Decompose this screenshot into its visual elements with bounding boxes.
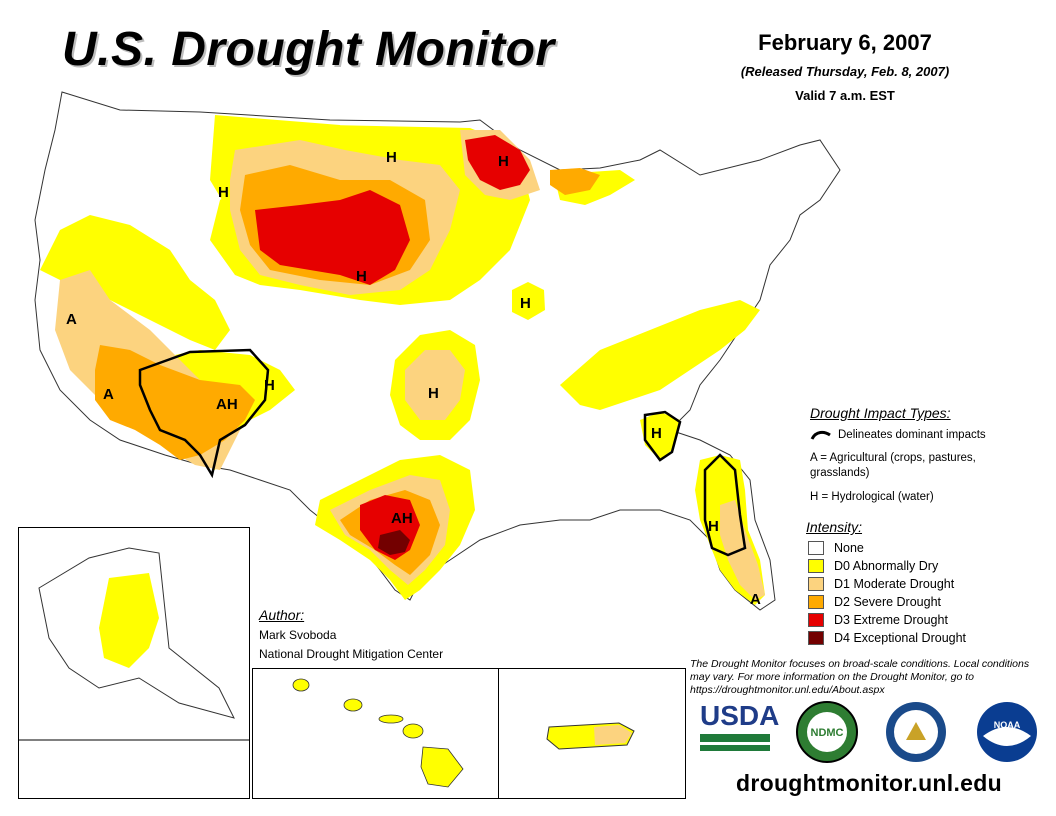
impact-boundaries xyxy=(138,348,747,557)
puerto-rico-d1 xyxy=(594,725,632,745)
kauai-shape xyxy=(292,678,310,692)
delineates-label: Delineates dominant impacts xyxy=(838,429,986,441)
puerto-rico-inset xyxy=(498,668,686,799)
molokai-shape xyxy=(378,714,404,724)
legend-item-d2: D2 Severe Drought xyxy=(808,594,941,610)
legend-label: D2 Severe Drought xyxy=(834,595,942,609)
legend-label: D3 Extreme Drought xyxy=(834,613,948,627)
impact-label: H xyxy=(356,268,367,285)
oahu-shape xyxy=(343,698,363,712)
alaska-d0 xyxy=(99,573,159,668)
agricultural-label: A = Agricultural (crops, pastures, grass… xyxy=(810,452,976,479)
legend-item-d4: D4 Exceptional Drought xyxy=(808,630,966,646)
impact-label: H xyxy=(428,385,439,402)
intensity-heading: Intensity: xyxy=(806,519,863,535)
author-name: Mark Svoboda xyxy=(259,628,337,642)
impact-label: H xyxy=(520,295,531,312)
impact-label: A xyxy=(66,311,77,328)
legend-item-d0: D0 Abnormally Dry xyxy=(808,558,938,574)
impact-label: AH xyxy=(216,396,238,413)
impact-label: AH xyxy=(391,510,413,527)
impact-types-heading: Drought Impact Types: xyxy=(810,405,951,421)
impact-label: A xyxy=(750,591,761,608)
ndmc-text: NDMC xyxy=(811,727,844,739)
maui-shape xyxy=(402,723,424,739)
legend-label: D1 Moderate Drought xyxy=(834,577,955,591)
impact-label: H xyxy=(708,518,719,535)
noaa-logo: NOAA xyxy=(975,700,1039,764)
swatch-d3 xyxy=(808,613,824,627)
legend-item-d3: D3 Extreme Drought xyxy=(808,612,948,628)
swatch-d0 xyxy=(808,559,824,573)
delineates-row: Delineates dominant impacts xyxy=(810,428,986,443)
noaa-text: NOAA xyxy=(994,720,1021,730)
hawaii-inset xyxy=(252,668,500,799)
map-date: February 6, 2007 xyxy=(758,30,932,55)
alaska-inset xyxy=(18,527,250,799)
legend-label: None xyxy=(834,541,864,555)
swatch-d1 xyxy=(808,577,824,591)
impact-label: H xyxy=(218,184,229,201)
ndmc-logo: NDMC xyxy=(795,700,859,764)
legend-label: D0 Abnormally Dry xyxy=(834,559,939,573)
usda-text: USDA xyxy=(700,700,780,731)
impact-label: H xyxy=(386,149,397,166)
author-org: National Drought Mitigation Center xyxy=(259,647,444,661)
commerce-seal xyxy=(884,700,948,764)
big-island-shape xyxy=(420,746,464,788)
legend-item-none: None xyxy=(808,540,864,556)
impact-label: H xyxy=(651,425,662,442)
d4-region xyxy=(378,530,410,555)
info-note: The Drought Monitor focuses on broad-sca… xyxy=(690,658,1030,696)
swatch-d4 xyxy=(808,631,824,645)
impact-label: A xyxy=(103,386,114,403)
release-note: (Released Thursday, Feb. 8, 2007) xyxy=(740,64,950,79)
impact-label: H xyxy=(498,153,509,170)
hydrological-label: H = Hydrological (water) xyxy=(810,491,934,503)
website-link[interactable]: droughtmonitor.unl.edu xyxy=(736,770,1002,796)
impact-labels: H H H H H H H H H A A A AH AH xyxy=(66,149,761,608)
valid-time: Valid 7 a.m. EST xyxy=(795,88,895,103)
legend-item-d1: D1 Moderate Drought xyxy=(808,576,954,592)
legend-label: D4 Exceptional Drought xyxy=(834,631,967,645)
delineation-line-icon xyxy=(810,430,831,440)
impact-label: H xyxy=(264,377,275,394)
map-title: U.S. Drought Monitor xyxy=(62,23,555,76)
swatch-none xyxy=(808,541,824,555)
usda-logo: USDA xyxy=(700,700,780,764)
swatch-d2 xyxy=(808,595,824,609)
author-heading: Author: xyxy=(259,607,305,623)
